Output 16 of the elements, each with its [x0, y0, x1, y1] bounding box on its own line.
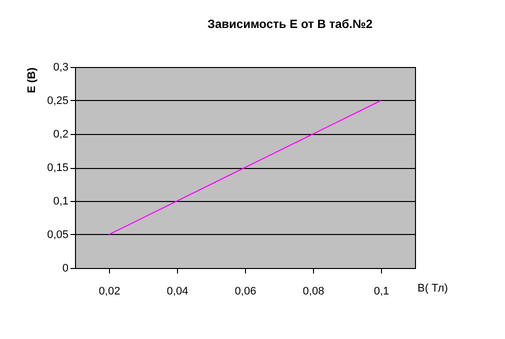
x-tick-label: 0,04	[166, 286, 188, 298]
y-tick-label: 0,05	[47, 229, 68, 241]
x-tick-label: 0,06	[234, 286, 256, 298]
y-tick-label: 0,3	[53, 62, 68, 74]
x-tick-label: 0,1	[374, 286, 390, 298]
y-tick-label: 0,2	[53, 128, 68, 140]
y-tick-label: 0,15	[47, 162, 68, 174]
y-tick-label: 0,1	[53, 196, 68, 208]
y-tick-label: 0,25	[47, 95, 68, 107]
x-tick-label: 0,02	[98, 286, 120, 298]
x-axis-title: B( Тл)	[418, 282, 448, 294]
y-axis-title: E (B)	[26, 67, 38, 94]
x-tick-label: 0,08	[302, 286, 324, 298]
y-tick-label: 0	[62, 262, 68, 274]
chart-title: Зависимость E от B таб.№2	[207, 17, 373, 31]
line-series	[108, 100, 382, 235]
